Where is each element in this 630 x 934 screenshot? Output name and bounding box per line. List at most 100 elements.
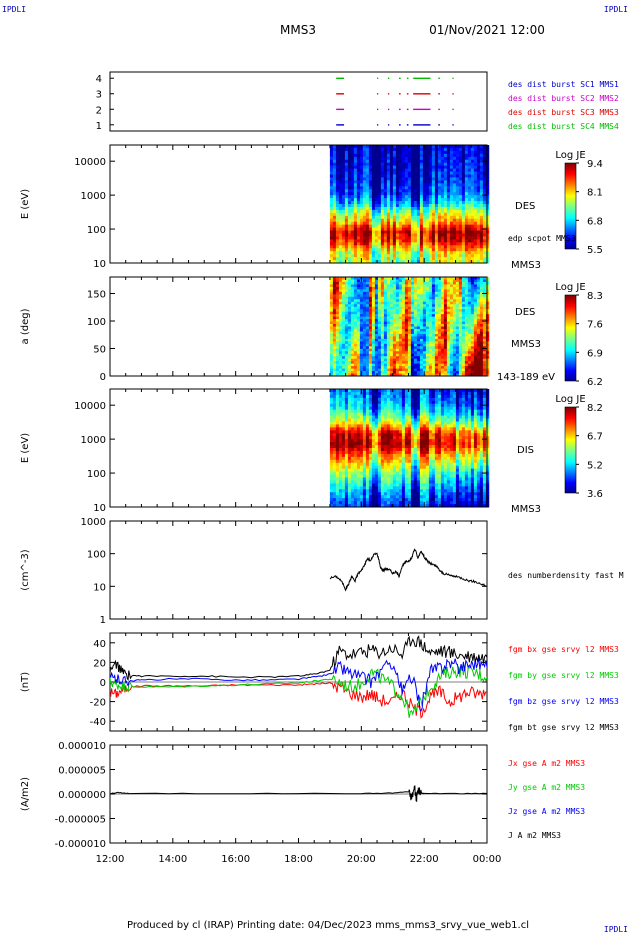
- des-pitch-cell: [476, 296, 481, 300]
- des-energy-cell: [371, 248, 376, 252]
- des-energy-cell: [410, 242, 415, 246]
- dis-energy-cell: [350, 424, 355, 428]
- dis-energy-cell: [329, 492, 334, 496]
- des-pitch-cell: [464, 324, 469, 327]
- des-pitch-cell: [479, 368, 484, 372]
- des-pitch-cell: [419, 319, 424, 323]
- dis-energy-cell: [347, 450, 352, 455]
- dis-energy-cell: [329, 468, 334, 473]
- des-energy-cell: [353, 156, 358, 161]
- des-pitch-cell: [467, 296, 472, 300]
- dis-energy-cell: [353, 421, 358, 425]
- des-energy-cell: [416, 230, 421, 234]
- des-pitch-cell: [335, 368, 340, 372]
- des-pitch-cell: [413, 294, 418, 298]
- des-energy-cell: [437, 206, 442, 211]
- des-energy-cell: [356, 248, 361, 252]
- des-pitch-cell: [422, 368, 427, 372]
- des-energy-cell: [332, 198, 337, 202]
- des-energy-cell: [473, 171, 478, 175]
- des-energy-cell: [434, 165, 439, 170]
- des-pitch-cell: [476, 338, 481, 342]
- des-pitch-cell: [455, 371, 460, 375]
- des-energy-cell: [404, 165, 409, 170]
- des-energy-cell: [419, 189, 424, 193]
- des-energy-cell: [464, 218, 469, 223]
- dis-energy-cell: [368, 412, 373, 417]
- des-pitch-cell: [458, 368, 463, 372]
- des-energy-cell: [380, 201, 385, 205]
- des-energy-cell: [455, 165, 460, 170]
- des-energy-cell: [449, 230, 454, 234]
- des-pitch-cell: [443, 311, 448, 315]
- des-energy-cell: [374, 153, 379, 158]
- des-energy-cell: [416, 153, 421, 158]
- des-energy-cell: [365, 257, 370, 261]
- dis-energy-cell: [356, 409, 361, 414]
- des-pitch-cell: [476, 314, 481, 318]
- des-pitch-cell: [413, 281, 418, 285]
- des-pitch-cell: [392, 289, 397, 293]
- dis-energy-cell: [362, 456, 367, 461]
- des-pitch-cell: [332, 279, 337, 283]
- des-energy-cell: [419, 159, 424, 164]
- des-energy-cell: [434, 168, 439, 173]
- des-pitch-cell: [410, 301, 415, 305]
- des-pitch-cell: [404, 284, 409, 288]
- des-energy-cell: [407, 195, 412, 199]
- des-pitch-cell: [365, 346, 370, 350]
- des-pitch-cell: [452, 373, 457, 377]
- des-energy-cell: [446, 198, 451, 202]
- des-pitch-cell: [458, 326, 463, 330]
- des-energy-cell: [365, 153, 370, 158]
- des-pitch-cell: [425, 353, 430, 357]
- dis-energy-cell: [329, 498, 334, 502]
- des-energy-ytick-label: 10000: [74, 157, 106, 168]
- des-pitch-cell: [332, 373, 337, 377]
- des-pitch-cell: [458, 316, 463, 320]
- des-energy-cell: [479, 209, 484, 214]
- des-energy-cell: [380, 198, 385, 202]
- des-pitch-cell: [404, 294, 409, 298]
- des-pitch-cell: [335, 296, 340, 300]
- des-pitch-cell: [449, 373, 454, 377]
- des-pitch-cell: [419, 294, 424, 298]
- des-energy-cell: [371, 168, 376, 173]
- des-pitch-cell: [467, 346, 472, 350]
- des-pitch-cell: [410, 338, 415, 342]
- des-energy-cell: [395, 153, 400, 158]
- des-pitch-cell: [362, 348, 367, 352]
- des-pitch-cell: [344, 321, 349, 325]
- dis-energy-cell: [353, 397, 358, 402]
- des-energy-cell: [377, 192, 382, 196]
- des-energy-cell: [482, 186, 487, 190]
- des-pitch-cell: [377, 321, 382, 325]
- dis-energy-cell: [329, 442, 334, 446]
- des-pitch-cell: [425, 277, 430, 280]
- des-energy-cell: [467, 209, 472, 214]
- des-pitch-cell: [473, 328, 478, 332]
- des-pitch-cell: [356, 311, 361, 315]
- des-pitch-cell: [359, 296, 364, 300]
- des-pitch-cell: [443, 291, 448, 295]
- des-pitch-cell: [434, 356, 439, 360]
- des-energy-cell: [359, 150, 364, 155]
- des-energy-cell: [476, 227, 481, 232]
- des-energy-cell: [419, 257, 424, 261]
- des-energy-cell: [374, 242, 379, 246]
- des-energy-cell: [407, 177, 412, 181]
- dis-energy-cell: [329, 439, 334, 443]
- des-energy-cell: [335, 242, 340, 246]
- des-pitch-cell: [470, 326, 475, 330]
- des-pitch-cell: [395, 371, 400, 375]
- des-energy-cell: [452, 248, 457, 252]
- des-pitch-cell: [398, 319, 403, 323]
- des-energy-cell: [467, 212, 472, 217]
- des-energy-cell: [467, 186, 472, 190]
- des-pitch-cell: [401, 296, 406, 300]
- des-pitch-cell: [455, 284, 460, 288]
- des-pitch-cell: [443, 306, 448, 310]
- des-pitch-cell: [452, 338, 457, 342]
- des-pitch-cell: [347, 373, 352, 377]
- des-energy-cell: [380, 245, 385, 249]
